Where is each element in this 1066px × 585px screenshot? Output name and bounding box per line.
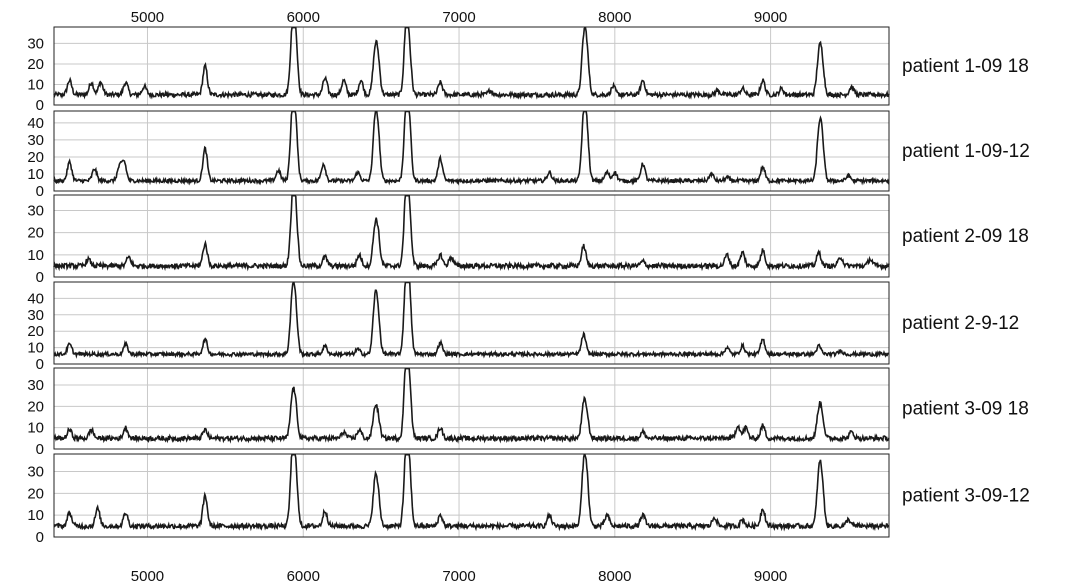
spectrum-panel: 0 10 20 30 patient 2-09 18 (27, 194, 1029, 286)
spectrum-line (53, 281, 890, 359)
x-tick-label-bottom: 7000 (442, 568, 475, 585)
y-tick-label: 20 (27, 149, 44, 166)
y-tick-label: 30 (27, 132, 44, 149)
spectrum-panel: 0 10 20 30 patient 3-09 18 (27, 367, 1029, 458)
y-tick-label: 30 (27, 377, 44, 394)
panel-label: patient 3-09-12 (902, 486, 1030, 507)
y-tick-label: 0 (36, 97, 44, 114)
panel-frame (53, 26, 890, 106)
y-tick-label: 0 (36, 441, 44, 458)
y-tick-label: 40 (27, 115, 44, 132)
y-tick-label: 30 (27, 35, 44, 52)
spectrum-line (53, 453, 890, 532)
panel-frame (53, 194, 890, 278)
y-tick-label: 30 (27, 203, 44, 220)
x-tick-label-top: 7000 (442, 9, 475, 26)
y-tick-label: 20 (27, 323, 44, 340)
spectrum-panel: 0 10 20 30 patient 3-09-12 (27, 453, 1030, 546)
spectrum-line (53, 110, 890, 186)
panel-label: patient 3-09 18 (902, 399, 1029, 420)
x-tick-label-top: 5000 (131, 9, 164, 26)
spectrum-line (53, 26, 890, 100)
panel-label: patient 1-09-12 (902, 141, 1030, 162)
x-tick-label-bottom: 5000 (131, 568, 164, 585)
y-tick-label: 0 (36, 269, 44, 286)
panel-label: patient 2-09 18 (902, 226, 1029, 247)
y-tick-label: 10 (27, 507, 44, 524)
y-tick-label: 40 (27, 290, 44, 307)
y-tick-label: 20 (27, 485, 44, 502)
panel-frame (53, 453, 890, 538)
x-tick-label-bottom: 9000 (754, 568, 787, 585)
x-tick-label-top: 8000 (598, 9, 631, 26)
y-tick-label: 10 (27, 340, 44, 357)
y-tick-label: 20 (27, 56, 44, 73)
x-tick-label-bottom: 8000 (598, 568, 631, 585)
y-tick-label: 20 (27, 398, 44, 415)
y-tick-label: 20 (27, 225, 44, 242)
spectrum-line (53, 194, 890, 272)
y-tick-label: 0 (36, 183, 44, 200)
y-tick-label: 0 (36, 356, 44, 373)
y-tick-label: 30 (27, 307, 44, 324)
panel-frame (53, 110, 890, 192)
x-tick-label-bottom: 6000 (287, 568, 320, 585)
spectrum-panel: 0 10 20 30 patient 1-09 18 (27, 26, 1029, 114)
y-tick-label: 10 (27, 247, 44, 264)
y-tick-label: 10 (27, 420, 44, 437)
x-tick-label-top: 9000 (754, 9, 787, 26)
y-tick-label: 30 (27, 463, 44, 480)
panel-label: patient 1-09 18 (902, 56, 1029, 77)
panel-frame (53, 367, 890, 450)
panel-frame (53, 281, 890, 365)
y-tick-label: 10 (27, 76, 44, 93)
panel-label: patient 2-9-12 (902, 313, 1019, 334)
x-tick-label-top: 6000 (287, 9, 320, 26)
spectrum-line (53, 367, 890, 444)
y-tick-label: 0 (36, 529, 44, 546)
y-tick-label: 10 (27, 166, 44, 183)
